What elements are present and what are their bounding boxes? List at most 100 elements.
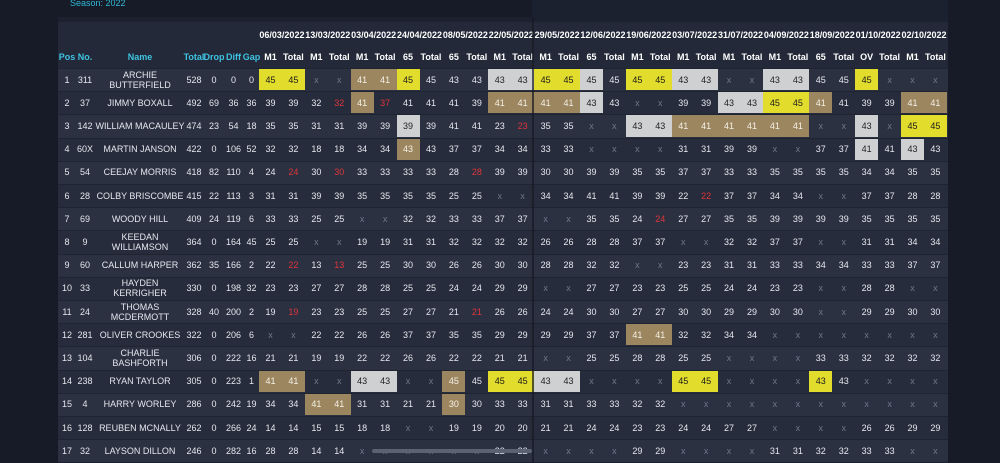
score-cell: 45 xyxy=(923,115,947,137)
row-info: 0 xyxy=(211,352,217,363)
score-cell: x xyxy=(543,352,548,363)
score-cell: 31 xyxy=(746,260,757,271)
score-cell: 21 xyxy=(540,422,551,433)
row-bg xyxy=(58,160,948,184)
score-cell: 34 xyxy=(288,399,299,410)
score-cell: 23 xyxy=(655,283,666,294)
score-cell: x xyxy=(933,74,938,85)
score-cell: 35 xyxy=(425,190,436,201)
score-cell: 30 xyxy=(471,399,482,410)
row-info: 8 xyxy=(64,236,70,247)
score-cell: 29 xyxy=(746,306,757,317)
score-cell: 27 xyxy=(632,306,643,317)
row-info: 9 xyxy=(64,260,70,271)
event-date: 03/07/2022 xyxy=(672,30,718,40)
score-cell: x xyxy=(680,236,686,247)
score-cell: 41 xyxy=(448,97,459,108)
score-cell: x xyxy=(749,376,755,387)
score-cell: 39 xyxy=(265,97,276,108)
score-cell: 35 xyxy=(448,329,459,340)
score-cell: 39 xyxy=(724,144,735,155)
row-bg xyxy=(58,300,948,324)
score-cell: 39 xyxy=(701,97,712,108)
score-cell: x xyxy=(314,236,319,247)
row-info: 474 xyxy=(186,120,202,131)
row-info: 60 xyxy=(79,260,90,271)
score-cell: 23 xyxy=(792,283,803,294)
score-cell: 37 xyxy=(792,236,803,247)
score-cell: 37 xyxy=(746,190,757,201)
score-cell: 21 xyxy=(563,422,574,433)
event-column: M1 xyxy=(264,52,277,62)
score-cell: 25 xyxy=(609,352,620,363)
score-cell: 28 xyxy=(540,260,551,271)
score-cell: 33 xyxy=(380,167,391,178)
score-cell: 19 xyxy=(311,352,322,363)
event-column: M1 xyxy=(768,52,782,62)
row-info: 492 xyxy=(186,97,202,108)
score-cell: x xyxy=(658,260,663,271)
score-cell: 43 xyxy=(740,92,764,114)
row-info: 238 xyxy=(77,376,93,387)
score-cell: 37 xyxy=(907,260,918,271)
score-cell: 41 xyxy=(717,115,741,137)
score-cell: 34 xyxy=(746,329,757,340)
score-cell: x xyxy=(887,329,892,340)
column-header: Diff xyxy=(226,52,241,62)
score-cell: 45 xyxy=(396,69,420,91)
score-cell: 37 xyxy=(655,236,666,247)
score-cell: x xyxy=(933,329,938,340)
score-cell: 33 xyxy=(609,399,620,410)
score-cell: 45 xyxy=(580,69,603,91)
row-info: 54 xyxy=(79,167,90,178)
score-cell: 43 xyxy=(717,92,741,114)
row-info: 1 xyxy=(64,74,70,85)
score-cell: 32 xyxy=(930,352,941,363)
score-cell: 35 xyxy=(380,190,391,201)
score-cell: 30 xyxy=(678,306,689,317)
score-cell: x xyxy=(841,120,846,131)
score-cell: 43 xyxy=(425,144,436,155)
score-cell: 43 xyxy=(930,144,941,155)
score-cell: x xyxy=(864,399,869,410)
score-cell: x xyxy=(612,120,617,131)
score-cell: 18 xyxy=(380,422,391,433)
score-cell: x xyxy=(612,445,617,456)
score-cell: 43 xyxy=(809,370,833,392)
event-column: Total xyxy=(603,52,625,62)
event-column: Total xyxy=(374,52,396,62)
score-cell: 22 xyxy=(311,329,322,340)
score-cell: x xyxy=(887,376,892,387)
score-cell: 39 xyxy=(380,120,391,131)
score-cell: x xyxy=(933,283,938,294)
score-cell: 33 xyxy=(838,352,849,363)
row-info: 200 xyxy=(225,306,242,317)
score-cell: 24 xyxy=(609,422,620,433)
score-cell: 29 xyxy=(494,329,505,340)
score-cell: 32 xyxy=(884,352,895,363)
score-cell: x xyxy=(841,190,846,201)
row-info: 0 xyxy=(248,74,254,85)
score-cell: 24 xyxy=(471,283,482,294)
score-cell: x xyxy=(749,445,755,456)
score-cell: x xyxy=(566,352,571,363)
score-cell: 31 xyxy=(334,120,345,131)
score-cell: 41 xyxy=(694,115,718,137)
score-cell: 31 xyxy=(724,260,735,271)
score-cell: 35 xyxy=(907,167,918,178)
score-cell: x xyxy=(841,329,846,340)
score-cell: 25 xyxy=(380,260,391,271)
score-cell: 45 xyxy=(786,92,810,114)
score-cell: 37 xyxy=(724,190,735,201)
score-cell: 45 xyxy=(442,370,466,392)
score-cell: 35 xyxy=(815,167,826,178)
score-cell: x xyxy=(658,376,663,387)
row-info: 37 xyxy=(79,97,90,108)
row-info: 0 xyxy=(211,144,217,155)
score-cell: 37 xyxy=(861,190,872,201)
score-cell: x xyxy=(841,306,846,317)
row-info: 206 xyxy=(225,329,242,340)
score-cell: x xyxy=(864,376,869,387)
score-cell: 33 xyxy=(563,144,574,155)
score-cell: 29 xyxy=(632,445,643,456)
